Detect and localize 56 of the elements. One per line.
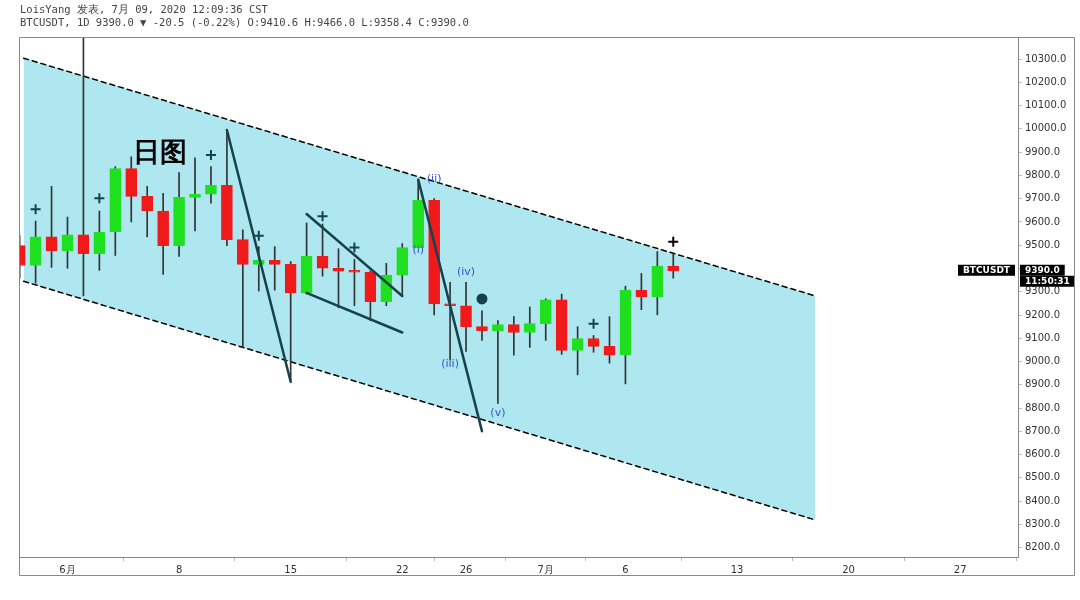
point — [29, 203, 42, 216]
y-tick-label: 9800.0 — [1025, 169, 1060, 181]
text: 9390.0 — [1025, 264, 1060, 275]
candlestick — [667, 252, 680, 279]
point — [316, 210, 329, 223]
candlestick — [237, 229, 249, 348]
y-tick-label: 9000.0 — [1025, 355, 1060, 367]
y-tick-label: 8300.0 — [1025, 518, 1060, 530]
annotation: (ii) — [426, 172, 442, 186]
x-tick-label: 27 — [953, 563, 967, 575]
point — [348, 241, 361, 254]
candlestick — [492, 320, 504, 404]
annotation: (iii) — [441, 356, 459, 370]
y-tick-label: 8800.0 — [1025, 401, 1060, 413]
text: BTCUSDT, 1D 9390.0 ▼ -20.5 (-0.22%) O:9410.6 H:9466.0 L:9358.4 C:9390.0 — [20, 16, 469, 28]
y-tick-label: 9100.0 — [1025, 331, 1060, 343]
annotation: (iv) — [456, 265, 476, 279]
y-tick-label: 9600.0 — [1025, 215, 1060, 227]
candlestick — [476, 310, 488, 341]
x-tick-label: 6月 — [59, 563, 76, 575]
candlestick — [268, 246, 281, 291]
x-tick-label: 6 — [622, 563, 629, 575]
y-tick-label: 8900.0 — [1025, 378, 1060, 390]
point — [667, 235, 680, 248]
y-tick-label: 9900.0 — [1025, 145, 1060, 157]
annotation: BTCUSDT — [963, 264, 1011, 275]
y-tick-label: 9500.0 — [1025, 238, 1060, 250]
candlestick — [508, 316, 520, 356]
y-tick-label: 8400.0 — [1025, 494, 1060, 506]
candlestick — [189, 157, 201, 232]
y-tick-label: 8700.0 — [1025, 424, 1060, 436]
text: 日图 — [133, 135, 187, 169]
y-tick-label: 9700.0 — [1025, 192, 1060, 204]
y-tick-label: 10300.0 — [1025, 52, 1067, 64]
point — [587, 317, 600, 330]
x-tick-label: 22 — [395, 563, 409, 575]
point — [476, 293, 488, 305]
y-tick-label: 10000.0 — [1025, 122, 1067, 134]
x-tick-label: 15 — [284, 563, 298, 575]
x-tick-label: 26 — [459, 563, 473, 575]
candlestick — [523, 306, 536, 348]
annotation: (v) — [490, 406, 506, 420]
y-tick-label: 8200.0 — [1025, 541, 1060, 553]
x-tick-label: 8 — [175, 563, 183, 575]
y-tick-label: 8500.0 — [1025, 471, 1060, 483]
text: 11:50:31 — [1025, 275, 1070, 286]
x-tick-label: 7月 — [537, 563, 554, 575]
y-tick-label: 9300.0 — [1025, 285, 1060, 297]
x-tick-label: 13 — [730, 563, 744, 575]
y-tick-label: 8600.0 — [1025, 448, 1060, 460]
x-tick-label: 20 — [842, 563, 855, 575]
y-tick-label: 10200.0 — [1025, 75, 1067, 87]
point — [93, 192, 106, 205]
chart-subtitle: LoisYang 发表, 7月 09, 2020 12:09:36 CST — [20, 3, 268, 17]
y-tick-label: 9200.0 — [1025, 308, 1060, 320]
y-tick-label: 10100.0 — [1025, 99, 1067, 111]
